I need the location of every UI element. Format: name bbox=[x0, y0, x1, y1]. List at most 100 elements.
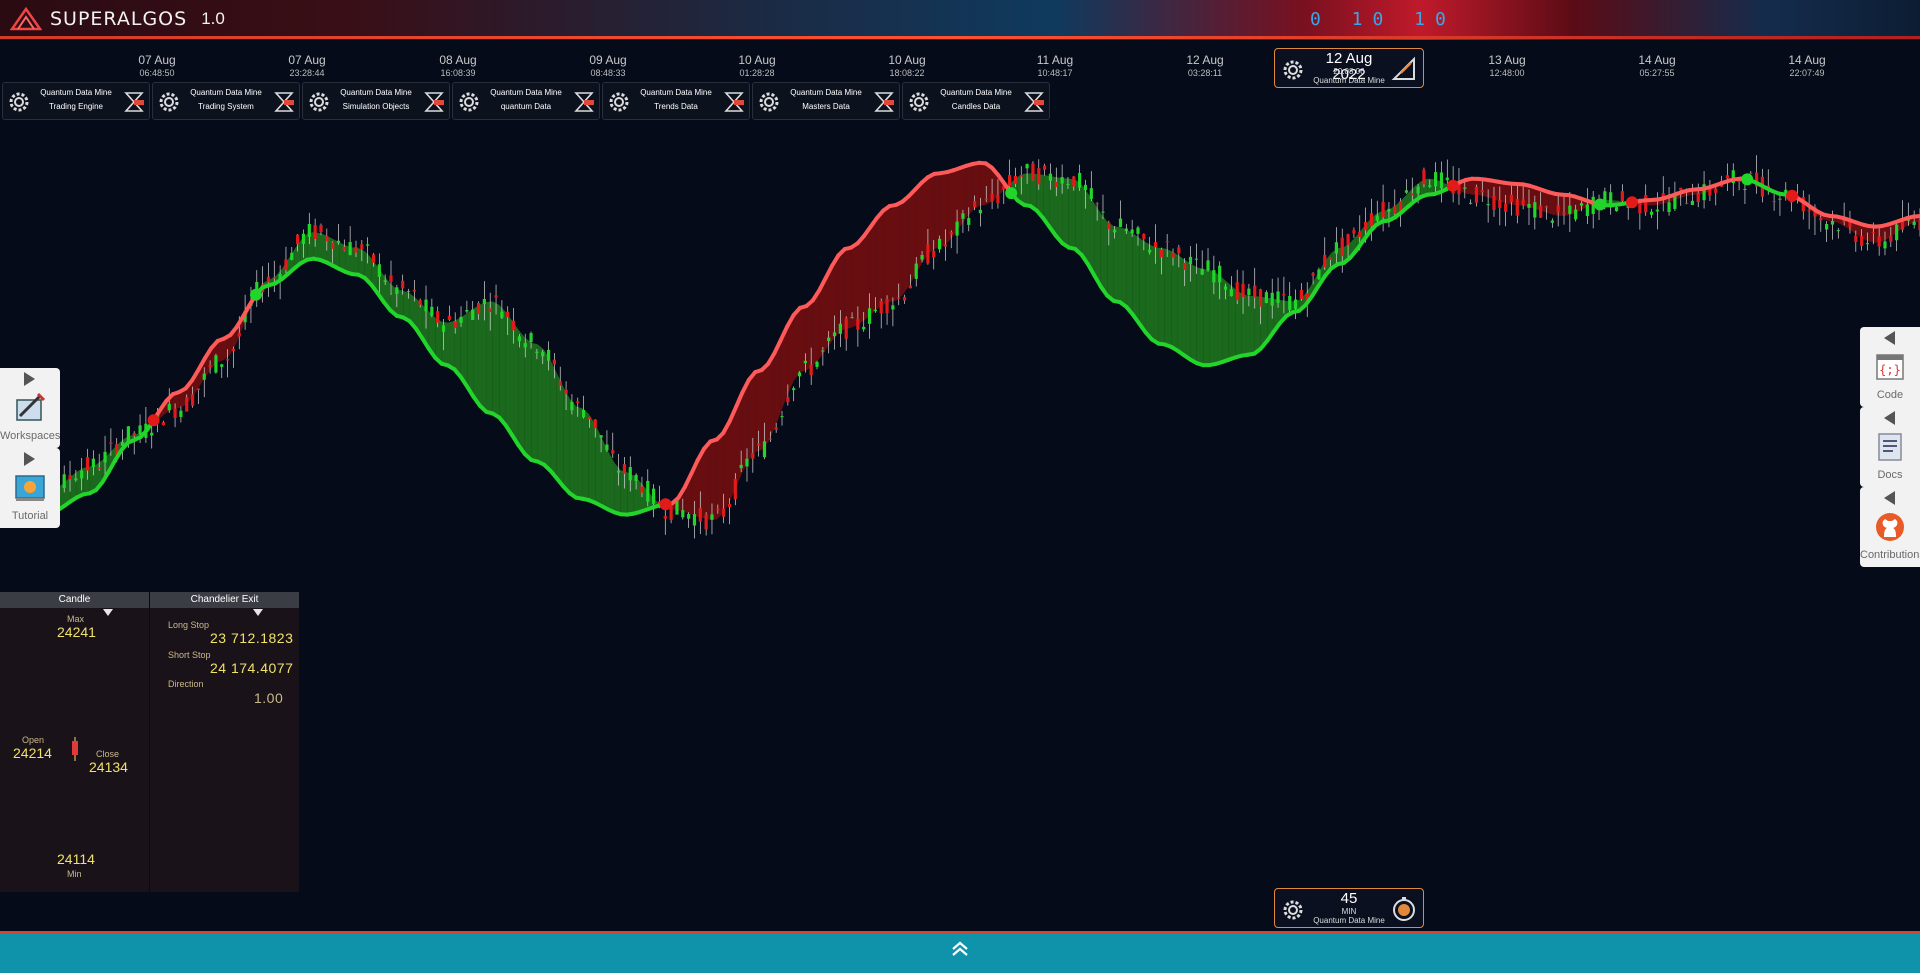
candle-body bbox=[914, 263, 918, 279]
candle-body bbox=[62, 474, 66, 489]
fill-segment bbox=[979, 162, 986, 206]
fill-segment bbox=[486, 301, 493, 414]
candle-body bbox=[937, 238, 942, 250]
candle-body bbox=[821, 350, 825, 352]
candle-body bbox=[605, 444, 609, 451]
stopwatch-icon bbox=[1393, 897, 1415, 921]
fill-segment bbox=[806, 300, 813, 371]
fill-segment bbox=[294, 240, 301, 269]
layer-tab-masters-data[interactable]: Quantum Data Mine Masters Data bbox=[752, 82, 900, 120]
fill-segment bbox=[1094, 203, 1101, 287]
candle-body bbox=[1836, 230, 1840, 232]
candle-body bbox=[1054, 181, 1058, 187]
candle-body bbox=[978, 209, 983, 214]
fill-segment bbox=[435, 317, 442, 364]
candle-body bbox=[1165, 241, 1169, 243]
fill-segment bbox=[588, 413, 596, 503]
candle-body bbox=[1031, 163, 1035, 181]
fill-segment bbox=[1049, 176, 1056, 236]
gear-icon bbox=[309, 92, 329, 112]
fill-segment bbox=[768, 353, 775, 443]
candle-body bbox=[68, 475, 72, 480]
candle-body bbox=[1142, 233, 1146, 239]
fill-segment bbox=[876, 210, 884, 310]
fill-segment bbox=[902, 196, 909, 296]
candle-body bbox=[687, 513, 691, 519]
fill-segment bbox=[1190, 263, 1197, 364]
gear-icon bbox=[1283, 60, 1303, 80]
regime-marker bbox=[1741, 173, 1754, 186]
candle-body bbox=[1469, 202, 1473, 204]
candle-body bbox=[453, 321, 457, 328]
logo[interactable]: SUPERALGOS 1.0 bbox=[10, 7, 225, 31]
workspaces-panel-toggle[interactable]: Workspaces bbox=[0, 368, 60, 448]
contributions-panel-toggle[interactable]: Contributions bbox=[1860, 487, 1920, 567]
candle-body bbox=[1013, 176, 1018, 184]
fill-segment bbox=[883, 206, 890, 305]
candle-body bbox=[1241, 283, 1245, 297]
stop-line-segment bbox=[241, 302, 252, 319]
fill-segment bbox=[499, 304, 506, 426]
candle-body bbox=[138, 425, 142, 435]
layer-tab-trading-engine[interactable]: Quantum Data Mine Trading Engine bbox=[2, 82, 150, 120]
hourglass-icon bbox=[724, 92, 744, 112]
price-chart[interactable] bbox=[0, 120, 1920, 600]
candle-body bbox=[500, 311, 504, 318]
candle-body bbox=[1270, 292, 1274, 306]
fill-segment bbox=[793, 307, 800, 382]
candle-body bbox=[1153, 242, 1158, 248]
fill-segment bbox=[524, 337, 532, 460]
tutorial-panel-toggle[interactable]: Tutorial bbox=[0, 448, 60, 528]
candle-body bbox=[1854, 235, 1858, 243]
regime-marker bbox=[147, 414, 160, 427]
candle-body bbox=[313, 225, 317, 240]
stop-line-segment bbox=[766, 351, 777, 367]
fill-segment bbox=[582, 408, 589, 501]
hourglass-icon bbox=[424, 92, 444, 112]
fill-segment bbox=[1856, 222, 1863, 239]
candle-body bbox=[231, 348, 236, 352]
fill-segment bbox=[550, 360, 557, 479]
app-version: 1.0 bbox=[201, 9, 225, 28]
fill-segment bbox=[832, 255, 839, 342]
layer-tab-candles-data[interactable]: Quantum Data Mine Candles Data bbox=[902, 82, 1050, 120]
candle-body bbox=[331, 242, 335, 249]
docs-icon bbox=[1878, 433, 1902, 461]
layer-tab-quantum-data[interactable]: Quantum Data Mine quantum Data bbox=[452, 82, 600, 120]
candle-body bbox=[1725, 175, 1730, 179]
fill-segment bbox=[467, 308, 474, 397]
candle-body bbox=[628, 467, 632, 481]
mini-candle-icon bbox=[72, 737, 78, 761]
fill-segment bbox=[460, 313, 468, 387]
chandelier-exit-panel: Chandelier Exit Long Stop 23 712.1823 Sh… bbox=[150, 592, 299, 892]
docs-panel-toggle[interactable]: Docs bbox=[1860, 407, 1920, 487]
candle-body bbox=[488, 308, 492, 312]
candle-body bbox=[873, 309, 877, 312]
fill-segment bbox=[921, 177, 928, 264]
code-panel-toggle[interactable]: {;} Code bbox=[1860, 327, 1920, 407]
candle-body bbox=[1912, 221, 1916, 225]
fill-segment bbox=[896, 201, 903, 301]
stop-line-segment bbox=[823, 263, 834, 281]
candle-body bbox=[1550, 220, 1554, 223]
fill-segment bbox=[364, 251, 372, 285]
timeframe-badge[interactable]: 45 MIN Quantum Data Mine bbox=[1274, 888, 1424, 928]
candle-body bbox=[920, 255, 924, 260]
layer-tab-simulation-objects[interactable]: Quantum Data Mine Simulation Objects bbox=[302, 82, 450, 120]
candle-body bbox=[634, 474, 638, 481]
regime-marker bbox=[1005, 187, 1018, 200]
candle-body bbox=[366, 244, 370, 246]
dropdown-arrow-icon[interactable] bbox=[103, 609, 113, 616]
date-badge[interactable]: 12 Aug 2022 20:08:06 Quantum Data Mine bbox=[1274, 48, 1424, 88]
fill-segment bbox=[1126, 229, 1133, 315]
double-chevron-up-icon[interactable] bbox=[950, 939, 970, 959]
dropdown-arrow-icon[interactable] bbox=[253, 609, 263, 616]
fill-segment bbox=[1024, 173, 1031, 207]
layer-tab-trading-system[interactable]: Quantum Data Mine Trading System bbox=[152, 82, 300, 120]
candle-body bbox=[972, 201, 977, 208]
candle-body bbox=[272, 277, 276, 279]
candle-body bbox=[1860, 236, 1864, 246]
layer-tab-trends-data[interactable]: Quantum Data Mine Trends Data bbox=[602, 82, 750, 120]
fill-segment bbox=[544, 349, 551, 471]
candle-body bbox=[1702, 184, 1706, 201]
